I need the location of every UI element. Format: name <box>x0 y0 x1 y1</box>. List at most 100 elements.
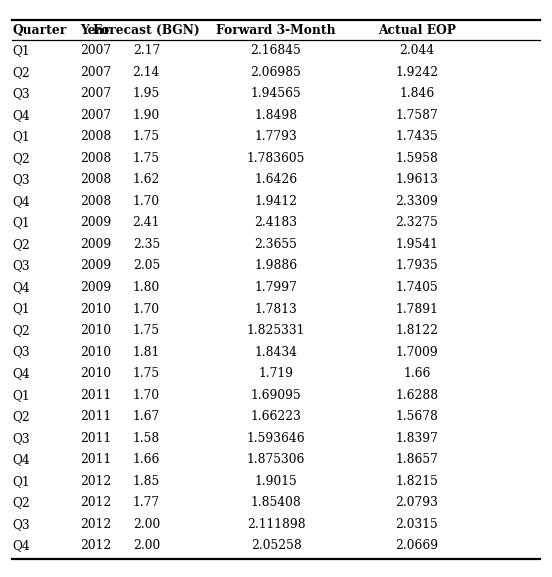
Text: 2.0315: 2.0315 <box>395 518 438 531</box>
Text: 1.70: 1.70 <box>132 195 160 208</box>
Text: 2011: 2011 <box>80 432 111 445</box>
Text: 2007: 2007 <box>80 66 111 79</box>
Text: 1.75: 1.75 <box>132 324 160 337</box>
Text: Year: Year <box>80 24 110 36</box>
Text: 1.75: 1.75 <box>132 130 160 143</box>
Text: 1.5678: 1.5678 <box>395 410 438 423</box>
Text: Q4: Q4 <box>12 195 30 208</box>
Text: 1.9613: 1.9613 <box>395 174 438 186</box>
Text: 1.8498: 1.8498 <box>254 109 298 122</box>
Text: 1.8397: 1.8397 <box>395 432 438 445</box>
Text: 1.8215: 1.8215 <box>395 475 438 488</box>
Text: 2.3275: 2.3275 <box>395 216 438 230</box>
Text: 1.66223: 1.66223 <box>251 410 301 423</box>
Text: 2008: 2008 <box>80 195 112 208</box>
Text: Q1: Q1 <box>12 475 30 488</box>
Text: 1.7891: 1.7891 <box>395 302 438 316</box>
Text: 2012: 2012 <box>80 475 112 488</box>
Text: 2011: 2011 <box>80 389 111 402</box>
Text: Q2: Q2 <box>12 152 30 165</box>
Text: 2012: 2012 <box>80 496 112 509</box>
Text: 2.00: 2.00 <box>132 518 160 531</box>
Text: 1.875306: 1.875306 <box>247 453 305 466</box>
Text: 2010: 2010 <box>80 367 111 380</box>
Text: 2011: 2011 <box>80 410 111 423</box>
Text: 1.593646: 1.593646 <box>247 432 305 445</box>
Text: 1.85: 1.85 <box>132 475 160 488</box>
Text: Forecast (BGN): Forecast (BGN) <box>93 24 200 36</box>
Text: Q4: Q4 <box>12 453 30 466</box>
Text: 1.783605: 1.783605 <box>247 152 305 165</box>
Text: 1.846: 1.846 <box>399 87 434 100</box>
Text: 2008: 2008 <box>80 174 112 186</box>
Text: Q2: Q2 <box>12 66 30 79</box>
Text: 1.7997: 1.7997 <box>254 281 298 294</box>
Text: 2.0793: 2.0793 <box>395 496 438 509</box>
Text: Q4: Q4 <box>12 539 30 552</box>
Text: 1.66: 1.66 <box>132 453 160 466</box>
Text: 2009: 2009 <box>80 260 112 272</box>
Text: 1.67: 1.67 <box>132 410 160 423</box>
Text: 1.80: 1.80 <box>132 281 160 294</box>
Text: 1.7813: 1.7813 <box>254 302 298 316</box>
Text: 1.9886: 1.9886 <box>254 260 298 272</box>
Text: 2.044: 2.044 <box>399 44 434 57</box>
Text: Q1: Q1 <box>12 130 30 143</box>
Text: 2007: 2007 <box>80 44 111 57</box>
Text: Q4: Q4 <box>12 281 30 294</box>
Text: Q1: Q1 <box>12 302 30 316</box>
Text: 1.75: 1.75 <box>132 367 160 380</box>
Text: 1.7587: 1.7587 <box>395 109 438 122</box>
Text: 1.719: 1.719 <box>258 367 294 380</box>
Text: Q3: Q3 <box>12 260 30 272</box>
Text: 1.81: 1.81 <box>132 346 160 358</box>
Text: 1.7935: 1.7935 <box>395 260 438 272</box>
Text: 2009: 2009 <box>80 238 112 251</box>
Text: 2009: 2009 <box>80 281 112 294</box>
Text: 2011: 2011 <box>80 453 111 466</box>
Text: 2010: 2010 <box>80 346 111 358</box>
Text: 2.111898: 2.111898 <box>247 518 305 531</box>
Text: 1.9541: 1.9541 <box>395 238 438 251</box>
Text: 2012: 2012 <box>80 539 112 552</box>
Text: 2.3655: 2.3655 <box>254 238 298 251</box>
Text: 1.825331: 1.825331 <box>247 324 305 337</box>
Text: 1.7793: 1.7793 <box>254 130 298 143</box>
Text: Q1: Q1 <box>12 389 30 402</box>
Text: 2.05: 2.05 <box>132 260 160 272</box>
Text: 1.8122: 1.8122 <box>395 324 438 337</box>
Text: 2.00: 2.00 <box>132 539 160 552</box>
Text: 1.90: 1.90 <box>132 109 160 122</box>
Text: 2012: 2012 <box>80 518 112 531</box>
Text: 1.9242: 1.9242 <box>395 66 438 79</box>
Text: Forward 3-Month: Forward 3-Month <box>216 24 336 36</box>
Text: Q1: Q1 <box>12 216 30 230</box>
Text: Q3: Q3 <box>12 432 30 445</box>
Text: 1.8657: 1.8657 <box>395 453 438 466</box>
Text: 1.7009: 1.7009 <box>395 346 438 358</box>
Text: 1.58: 1.58 <box>132 432 160 445</box>
Text: Q3: Q3 <box>12 87 30 100</box>
Text: 2.05258: 2.05258 <box>251 539 301 552</box>
Text: 1.7435: 1.7435 <box>395 130 438 143</box>
Text: 2.17: 2.17 <box>132 44 160 57</box>
Text: Q2: Q2 <box>12 410 30 423</box>
Text: 2009: 2009 <box>80 216 112 230</box>
Text: Quarter: Quarter <box>12 24 66 36</box>
Text: 1.6426: 1.6426 <box>254 174 298 186</box>
Text: 1.95: 1.95 <box>132 87 160 100</box>
Text: 1.6288: 1.6288 <box>395 389 438 402</box>
Text: 2.35: 2.35 <box>132 238 160 251</box>
Text: 2.06985: 2.06985 <box>251 66 301 79</box>
Text: 1.66: 1.66 <box>403 367 431 380</box>
Text: Q1: Q1 <box>12 44 30 57</box>
Text: 2010: 2010 <box>80 324 111 337</box>
Text: Q4: Q4 <box>12 367 30 380</box>
Text: 2.4183: 2.4183 <box>254 216 298 230</box>
Text: 2008: 2008 <box>80 130 112 143</box>
Text: 2007: 2007 <box>80 87 111 100</box>
Text: 1.85408: 1.85408 <box>251 496 301 509</box>
Text: Q2: Q2 <box>12 238 30 251</box>
Text: 2007: 2007 <box>80 109 111 122</box>
Text: 1.77: 1.77 <box>132 496 160 509</box>
